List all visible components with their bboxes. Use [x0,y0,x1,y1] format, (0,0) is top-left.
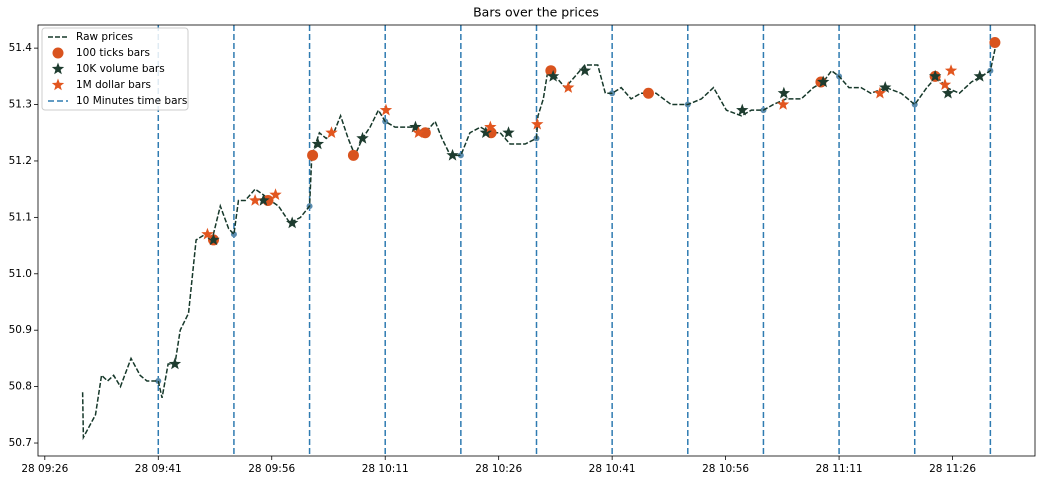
star-marker [479,126,492,139]
y-tick-label: 51.3 [9,99,32,111]
legend-label: 10 Minutes time bars [76,95,187,107]
star-marker [201,227,214,240]
star-marker [207,233,220,246]
legend-swatch [52,47,64,59]
star-marker [379,103,393,116]
x-tick-label: 28 10:11 [362,463,409,475]
tick-bar-marker [419,127,431,139]
star-marker [446,148,459,161]
star-marker [938,78,952,91]
x-tick-label: 28 10:26 [475,463,522,475]
x-tick-label: 28 09:41 [135,463,182,475]
star-marker [879,81,892,93]
tick-bar-marker [347,149,359,161]
star-marker [817,75,830,88]
star-marker [873,86,887,99]
star-marker [311,137,325,150]
legend-label: 10K volume bars [76,63,165,75]
x-tick-label: 28 11:11 [816,463,863,475]
y-tick-label: 50.7 [9,437,32,449]
star-marker [928,69,942,82]
y-tick-label: 51.0 [9,268,32,280]
y-tick-label: 50.8 [9,381,32,393]
x-tick-label: 28 10:56 [702,463,749,475]
star-marker [409,120,422,133]
star-marker [941,86,955,99]
y-tick-label: 50.9 [9,324,32,336]
star-marker [944,64,958,76]
star-marker [776,98,790,110]
legend: Raw prices 100 ticks bars 10K volume bars 1… [41,27,189,111]
star-marker [412,126,425,139]
plot-frame [37,24,1036,457]
legend-swatch [51,62,65,75]
legend-label: 1M dollar bars [76,79,151,91]
tick-bar-marker [989,36,1001,48]
star-marker [325,126,338,139]
star-marker [562,81,575,93]
star-marker [484,120,497,133]
time-bar-dot [457,152,464,159]
legend-swatch [51,78,65,91]
time-bar-dot [155,377,162,384]
legend-label: 100 ticks bars [76,47,150,59]
star-marker [546,69,560,82]
star-marker [168,357,182,370]
x-tick-label: 28 09:56 [248,463,295,475]
tick-bar-marker [307,149,319,161]
tick-bar-marker [642,87,654,99]
y-tick-label: 51.4 [9,42,33,54]
star-marker [285,216,299,229]
star-marker [777,86,791,99]
star-marker [973,69,986,82]
x-tick-label: 28 09:26 [21,463,68,475]
y-tick-label: 51.1 [9,211,32,223]
chart-title: Bars over the prices [473,5,599,20]
x-tick-label: 28 11:26 [929,463,976,475]
star-marker [578,64,592,76]
star-marker [736,103,749,116]
star-marker [531,117,544,130]
star-marker [257,193,270,206]
star-marker [502,126,515,139]
x-tick-label: 28 10:41 [589,463,636,475]
y-tick-label: 51.2 [9,155,32,167]
star-marker [356,131,369,144]
star-marker [269,188,282,201]
legend-box [41,27,189,111]
legend-label: Raw prices [76,31,133,43]
star-marker [248,193,262,206]
